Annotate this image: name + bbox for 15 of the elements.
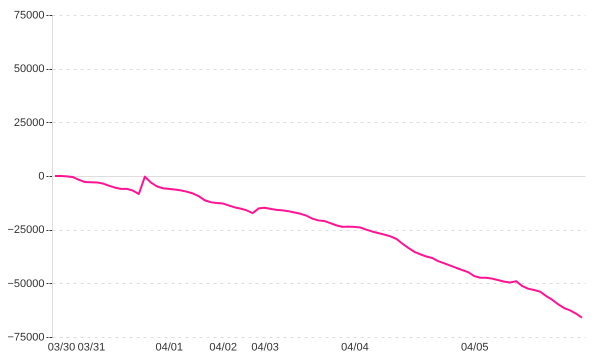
y-tick-label: 50000 (14, 63, 44, 76)
x-tick-label: 03/30 (48, 342, 76, 354)
x-tick-label: 04/05 (460, 342, 488, 354)
x-tick-label: 04/04 (341, 342, 369, 354)
y-tick-label: 0 (38, 170, 44, 182)
x-tick-label: 04/02 (209, 342, 237, 354)
x-tick-label: 04/01 (156, 342, 184, 354)
line-series (54, 175, 584, 319)
y-tick-label: 25000 (14, 116, 44, 129)
y-tick-label: 75000 (14, 10, 44, 22)
y-tick-label: −75000 (7, 332, 44, 344)
x-tick-label: 04/03 (251, 342, 279, 354)
y-tick-label: −25000 (7, 224, 44, 236)
y-tick-label: −50000 (7, 278, 44, 290)
x-tick-label: 03/31 (78, 342, 106, 354)
